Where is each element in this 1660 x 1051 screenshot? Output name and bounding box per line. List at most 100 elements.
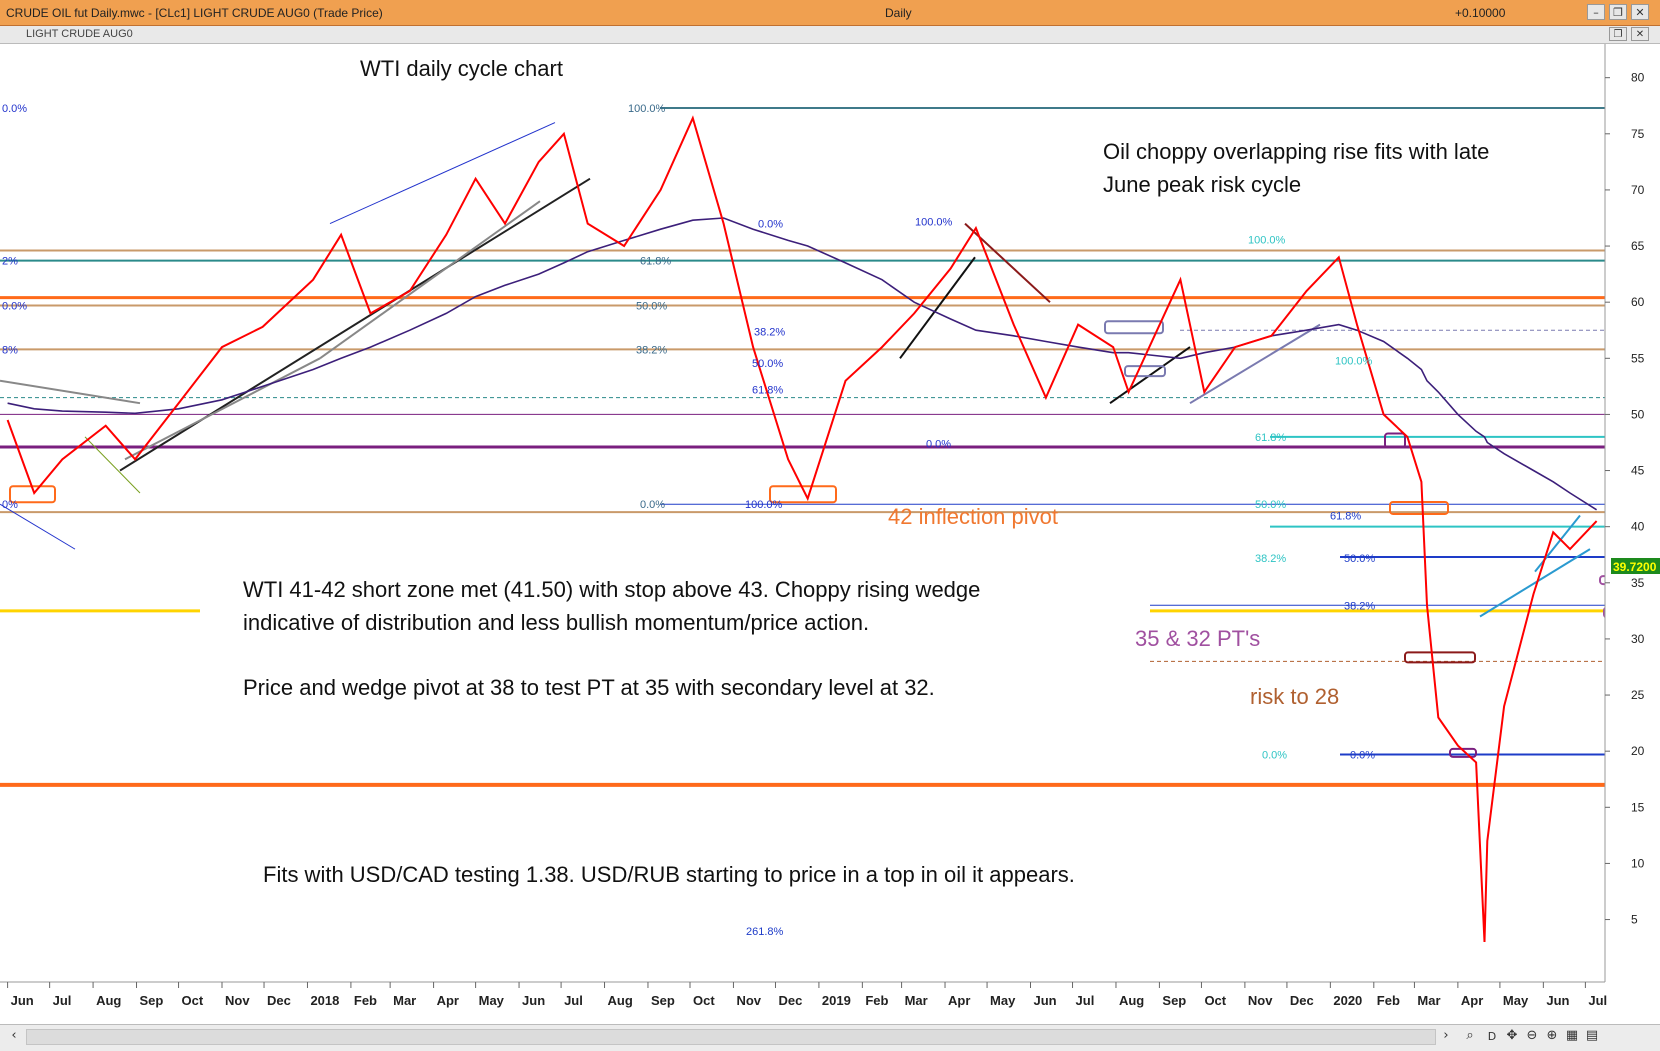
x-tick-label: Nov: [225, 993, 250, 1008]
y-tick-label: 60: [1631, 295, 1645, 309]
x-tick-label: Nov: [1248, 993, 1273, 1008]
y-tick-label: 80: [1631, 71, 1645, 85]
y-tick-label: 20: [1631, 744, 1645, 758]
targets-annotation: 35 & 32 PT's: [1135, 626, 1260, 651]
marker-box: [1404, 651, 1476, 664]
x-tick-label: Jun: [11, 993, 34, 1008]
horizontal-scrollbar[interactable]: [26, 1029, 1436, 1045]
instrument-label: LIGHT CRUDE AUG0: [26, 28, 133, 40]
x-tick-label: Jun: [1033, 993, 1056, 1008]
fib-label: 100.0%: [915, 216, 953, 228]
y-tick-label: 35: [1631, 576, 1645, 590]
x-tick-label: Aug: [608, 993, 633, 1008]
fib-label: 61.8%: [1255, 432, 1286, 444]
x-tick-label: Aug: [96, 993, 121, 1008]
y-tick-label: 65: [1631, 239, 1645, 253]
fib-label: 0.0%: [2, 301, 27, 313]
x-tick-label: Sep: [140, 993, 164, 1008]
trend-line: [124, 357, 321, 461]
pivot-annotation: 42 inflection pivot: [888, 504, 1058, 529]
minimize-icon[interactable]: –: [1587, 4, 1605, 20]
scroll-right-icon[interactable]: ›: [1443, 1028, 1449, 1043]
x-tick-label: Oct: [182, 993, 204, 1008]
trend-line: [899, 256, 976, 359]
close-pane-icon[interactable]: ✕: [1631, 27, 1649, 41]
x-tick-label: 2020: [1333, 993, 1362, 1008]
y-tick-label: 15: [1631, 800, 1645, 814]
close-icon[interactable]: ✕: [1631, 4, 1649, 20]
fib-label: 61.8%: [640, 256, 671, 268]
fib-label: 0.0%: [1350, 750, 1375, 762]
x-tick-label: Apr: [948, 993, 970, 1008]
fib-label: 38.2%: [1344, 600, 1375, 612]
trend-line: [0, 379, 141, 405]
marker-box: [1384, 432, 1406, 449]
y-tick-label: 10: [1631, 856, 1645, 870]
x-tick-label: Jul: [1076, 993, 1095, 1008]
x-tick-label: Feb: [1377, 993, 1400, 1008]
fib-label: 38.2%: [754, 326, 785, 338]
restore-pane-icon[interactable]: ❐: [1609, 27, 1627, 41]
x-tick-label: Jun: [522, 993, 545, 1008]
risk-annotation: risk to 28: [1250, 684, 1339, 709]
x-tick-label: Dec: [1290, 993, 1314, 1008]
marker-box: [1124, 365, 1166, 378]
x-tick-label: Feb: [354, 993, 377, 1008]
fib-label: 100.0%: [1335, 356, 1373, 368]
trend-line: [0, 503, 76, 550]
x-tick-label: Nov: [736, 993, 761, 1008]
x-tick-label: Dec: [267, 993, 291, 1008]
x-tick-label: Mar: [905, 993, 928, 1008]
y-tick-label: 5: [1631, 913, 1638, 927]
trend-line: [1109, 346, 1191, 405]
short-zone-note-line1: WTI 41-42 short zone met (41.50) with st…: [243, 577, 980, 602]
x-tick-label: May: [479, 993, 505, 1008]
x-tick-label: 2019: [822, 993, 851, 1008]
scroll-left-icon[interactable]: ‹: [11, 1028, 17, 1043]
bottom-toolbar: ‹ › ⌕ D ✥ ⊖ ⊕ ▦ ▤: [0, 1024, 1660, 1051]
fib-label: 50.0%: [1255, 499, 1286, 511]
marker-box: [1104, 320, 1164, 335]
fib-label: 50.0%: [1344, 553, 1375, 565]
x-tick-label: May: [990, 993, 1016, 1008]
marker-box: [1389, 500, 1449, 515]
fib-label: 0.0%: [1262, 750, 1287, 762]
x-tick-label: 2018: [310, 993, 339, 1008]
fib-label: 38.2%: [1255, 553, 1286, 565]
daily-period-button[interactable]: D: [1487, 1030, 1497, 1043]
fib-label: 100.0%: [745, 499, 783, 511]
chart-title: WTI daily cycle chart: [360, 56, 563, 81]
fib-label: 50.0%: [636, 301, 667, 313]
trend-line: [1479, 548, 1591, 618]
fib-label: 61.8%: [752, 385, 783, 397]
y-tick-label: 75: [1631, 127, 1645, 141]
last-price-marker: [1611, 558, 1660, 574]
cycle-note-line1: Oil choppy overlapping rise fits with la…: [1103, 139, 1489, 164]
fib-label: 0.0%: [640, 499, 665, 511]
search-icon[interactable]: ⌕: [1466, 1028, 1474, 1043]
fib-label: 2%: [2, 256, 18, 268]
fib-label: 100.0%: [628, 103, 666, 115]
window-title: CRUDE OIL fut Daily.mwc - [CLc1] LIGHT C…: [6, 6, 383, 20]
zoom-out-icon[interactable]: ⊖: [1526, 1028, 1538, 1043]
y-tick-label: 25: [1631, 688, 1645, 702]
pan-icon[interactable]: ✥: [1506, 1028, 1518, 1043]
fib-label: 50.0%: [752, 358, 783, 370]
fx-note: Fits with USD/CAD testing 1.38. USD/RUB …: [263, 862, 1075, 887]
y-tick-label: 30: [1631, 632, 1645, 646]
chart-settings-icon[interactable]: ▦: [1565, 1028, 1579, 1043]
x-tick-label: Jul: [53, 993, 72, 1008]
moving-average-line: [7, 217, 1598, 511]
restore-icon[interactable]: ❐: [1609, 4, 1627, 20]
trend-line: [1534, 514, 1581, 573]
bar-style-icon[interactable]: ▤: [1585, 1028, 1599, 1043]
trend-line: [329, 122, 556, 225]
y-tick-label: 40: [1631, 520, 1645, 534]
fib-label: 0.0%: [2, 103, 27, 115]
price-series-line: [6, 115, 1598, 943]
cycle-note-line2: June peak risk cycle: [1103, 172, 1301, 197]
title-bar: CRUDE OIL fut Daily.mwc - [CLc1] LIGHT C…: [0, 0, 1660, 26]
zoom-in-icon[interactable]: ⊕: [1546, 1028, 1558, 1043]
price-chart[interactable]: 0.0%2%0.0%8%0%100.0%61.8%50.0%38.2%0.0%0…: [0, 44, 1660, 1024]
x-tick-label: Oct: [1204, 993, 1226, 1008]
